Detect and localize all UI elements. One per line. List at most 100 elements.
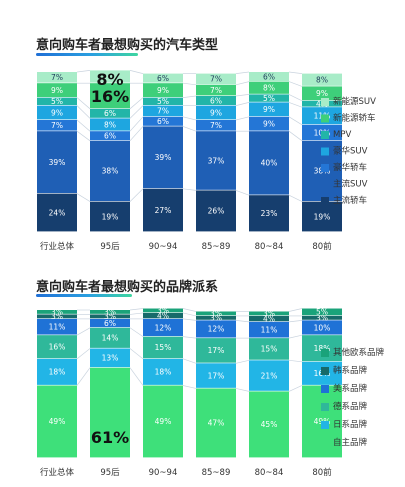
category-label: 85~89 — [202, 242, 231, 252]
data-label: 6% — [157, 74, 169, 83]
bar-segment — [90, 83, 130, 109]
data-label: 12% — [155, 323, 172, 332]
data-label: 3% — [51, 308, 63, 317]
category-label: 80前 — [312, 467, 332, 478]
connector-line — [76, 97, 91, 110]
data-label: 7% — [210, 75, 222, 84]
bar-segment — [196, 105, 236, 120]
bar-segment — [143, 116, 183, 126]
data-label: 49% — [155, 417, 172, 426]
bar-segment — [196, 338, 236, 363]
legend-swatch — [321, 367, 329, 375]
bar-segment — [302, 201, 342, 232]
data-label: 49% — [49, 417, 66, 426]
bar-segment — [249, 102, 289, 117]
connector-line — [235, 190, 250, 196]
connector-line — [182, 126, 197, 132]
connector-line — [129, 327, 144, 337]
bar-segment — [249, 391, 289, 458]
data-label: 47% — [208, 419, 225, 428]
legend-swatch — [321, 131, 329, 139]
data-label: 9% — [157, 86, 169, 95]
legend-swatch — [321, 147, 329, 156]
bar-segment — [143, 336, 183, 359]
data-label: 9% — [210, 108, 222, 117]
bar-segment — [37, 310, 77, 314]
connector-line — [182, 312, 197, 317]
connector-line — [182, 82, 197, 86]
data-label: 38% — [102, 167, 119, 176]
data-label: 3% — [316, 314, 328, 323]
bar-segment — [196, 131, 236, 190]
bar-segment — [143, 385, 183, 458]
category-label: 80前 — [312, 241, 332, 252]
data-label: 21% — [261, 371, 278, 380]
bar-segment — [37, 335, 77, 359]
connector-line — [182, 336, 197, 339]
data-label: 5% — [263, 94, 275, 103]
connector-line — [235, 116, 250, 121]
data-label: 39% — [49, 158, 66, 167]
connector-line — [129, 70, 144, 74]
bar-segment — [196, 84, 236, 96]
bar-segment — [143, 83, 183, 97]
bar-segment — [37, 120, 77, 131]
legend-label: 主流轿车 — [333, 195, 367, 206]
bar-segment — [196, 315, 236, 320]
connector-line — [76, 70, 91, 73]
data-label: 16% — [49, 343, 66, 352]
connector-line — [182, 308, 197, 312]
bar-segment — [90, 318, 130, 328]
data-label: 14% — [102, 334, 119, 343]
data-label: 3% — [104, 312, 116, 321]
bar-segment — [249, 131, 289, 195]
connector-line — [76, 130, 91, 142]
data-label: 39% — [155, 153, 172, 162]
data-label: 13% — [102, 354, 119, 363]
legend-label: 韩系品牌 — [333, 365, 368, 376]
category-label: 80~84 — [255, 468, 284, 478]
bar-segment — [37, 385, 77, 458]
connector-line — [129, 308, 144, 311]
bar-segment — [249, 338, 289, 360]
data-label: 9% — [51, 108, 63, 117]
bar-segment — [143, 97, 183, 105]
bar-segment — [143, 105, 183, 117]
data-label: 8% — [104, 120, 116, 129]
bar-segment — [37, 72, 77, 83]
data-label: 9% — [263, 120, 275, 129]
data-label: 7% — [157, 107, 169, 116]
data-label: 45% — [261, 420, 278, 429]
data-label: 7% — [51, 73, 63, 82]
legend-swatch — [321, 114, 329, 123]
data-label: 3% — [210, 314, 222, 323]
chart1-title-accent — [36, 53, 138, 56]
legend-label: 豪华SUV — [333, 146, 368, 157]
legend-label: 其他欧系品牌 — [333, 347, 385, 358]
chart2-svg: 49%18%16%11%3%3%行业总体13%14%6%3%3%95后49%18… — [37, 306, 385, 478]
connector-line — [235, 102, 250, 106]
data-label: 5% — [157, 97, 169, 106]
bar-segment — [249, 94, 289, 102]
data-label: 19% — [102, 212, 119, 221]
data-label: 3% — [210, 309, 222, 318]
bar-segment — [249, 72, 289, 81]
connector-line — [129, 312, 144, 315]
bar-segment — [249, 321, 289, 338]
bar-segment — [196, 388, 236, 458]
data-label: 3% — [263, 309, 275, 318]
bar-segment — [90, 327, 130, 348]
data-label: 15% — [261, 345, 278, 354]
data-label: 7% — [210, 86, 222, 95]
bar-segment — [90, 310, 130, 314]
bar-segment — [90, 131, 130, 141]
data-label: 6% — [210, 96, 222, 105]
chart2-title-accent — [36, 294, 132, 297]
category-label: 行业总体 — [40, 241, 75, 252]
connector-line — [288, 308, 303, 312]
highlight-label: 61% — [91, 428, 129, 447]
bar-segment — [37, 97, 77, 105]
connector-line — [288, 334, 303, 339]
bar-segment — [143, 308, 183, 313]
bar-segment — [196, 96, 236, 105]
